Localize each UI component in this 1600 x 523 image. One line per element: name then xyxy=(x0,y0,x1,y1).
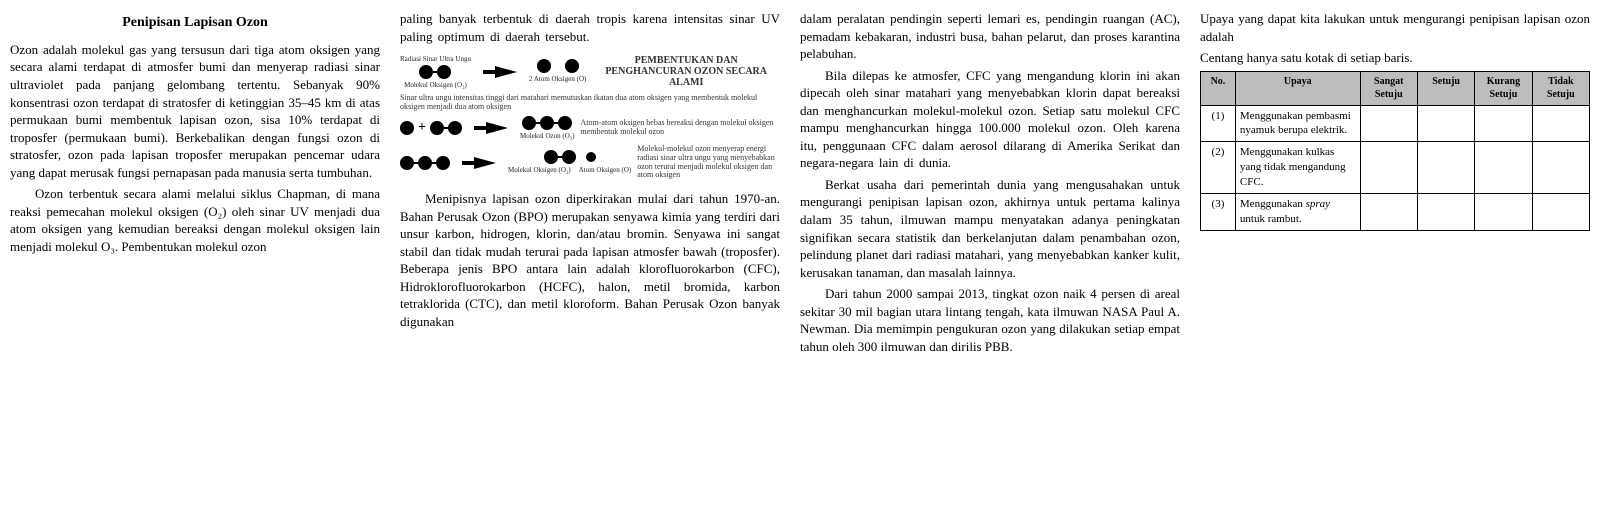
checkbox-cell[interactable] xyxy=(1475,142,1532,194)
col3-para1: dalam peralatan pendingin seperti lemari… xyxy=(800,10,1180,63)
column-2: paling banyak terbentuk di daerah tropis… xyxy=(400,10,780,359)
col1-para1: Ozon adalah molekul gas yang tersusun da… xyxy=(10,41,380,181)
row3-pre: Menggunakan xyxy=(1240,198,1306,210)
uv-label: Radiasi Sinar Ultra Ungu xyxy=(400,55,471,64)
checkbox-cell[interactable] xyxy=(1475,193,1532,230)
o2-label-3: Molekul Oksigen (O₂) xyxy=(508,166,571,175)
article-title: Penipisan Lapisan Ozon xyxy=(10,14,380,33)
th-setuju: Setuju xyxy=(1417,71,1474,105)
column-3: dalam peralatan pendingin seperti lemari… xyxy=(800,10,1180,359)
opinion-table: No. Upaya Sangat Setuju Setuju Kurang Se… xyxy=(1200,71,1590,231)
page-columns: Penipisan Lapisan Ozon Ozon adalah molek… xyxy=(10,10,1590,359)
checkbox-cell[interactable] xyxy=(1360,193,1417,230)
diagram-title: PEMBENTUKAN DAN PENGHANCURAN OZON SECARA… xyxy=(592,55,780,88)
row3-italic: spray xyxy=(1306,198,1330,210)
row2-caption: Atom-atom oksigen bebas bereaksi dengan … xyxy=(581,119,780,137)
checkbox-cell[interactable] xyxy=(1475,105,1532,142)
checkbox-cell[interactable] xyxy=(1417,105,1474,142)
table-row: (3) Menggunakan spray untuk rambut. xyxy=(1201,193,1590,230)
th-no: No. xyxy=(1201,71,1236,105)
col3-para2: Bila dilepas ke atmosfer, CFC yang menga… xyxy=(800,67,1180,172)
checkbox-cell[interactable] xyxy=(1360,142,1417,194)
row-text: Menggunakan kulkas yang tidak mengandung… xyxy=(1235,142,1360,194)
table-header-row: No. Upaya Sangat Setuju Setuju Kurang Se… xyxy=(1201,71,1590,105)
table-row: (2) Menggunakan kulkas yang tidak mengan… xyxy=(1201,142,1590,194)
row-num: (3) xyxy=(1201,193,1236,230)
question-instruction: Centang hanya satu kotak di setiap baris… xyxy=(1200,49,1590,67)
row1-caption: Sinar ultra ungu intensitas tinggi dari … xyxy=(400,94,780,112)
o-label-3: Atom Oksigen (O) xyxy=(579,166,632,175)
arrow-icon xyxy=(474,122,508,134)
checkbox-cell[interactable] xyxy=(1417,142,1474,194)
o2-plus-o: Molekul Oksigen (O₂) Atom Oksigen (O) xyxy=(508,150,631,175)
row-num: (1) xyxy=(1201,105,1236,142)
col3-para3: Berkat usaha dari pemerintah dunia yang … xyxy=(800,176,1180,281)
th-sangat-setuju: Sangat Setuju xyxy=(1360,71,1417,105)
col2-para3: Menipisnya lapisan ozon diperkirakan mul… xyxy=(400,190,780,330)
two-o-atoms: 2 Atom Oksigen (O) xyxy=(529,59,586,84)
row-text: Menggunakan pembasmi nyamuk berupa elekt… xyxy=(1235,105,1360,142)
arrow-icon xyxy=(483,66,517,78)
question-lead: Upaya yang dapat kita lakukan untuk meng… xyxy=(1200,10,1590,45)
checkbox-cell[interactable] xyxy=(1532,142,1589,194)
o3-label: Molekul Ozon (O₃) xyxy=(520,132,575,141)
ozone-cycle-diagram: Radiasi Sinar Ultra Ungu Molekul Oksigen… xyxy=(400,53,780,180)
o2-molecule: Radiasi Sinar Ultra Ungu Molekul Oksigen… xyxy=(400,53,471,90)
o2-label: Molekul Oksigen (O₂) xyxy=(404,81,467,90)
table-row: (1) Menggunakan pembasmi nyamuk berupa e… xyxy=(1201,105,1590,142)
row3-post: untuk rambut. xyxy=(1240,213,1302,225)
th-tidak-setuju: Tidak Setuju xyxy=(1532,71,1589,105)
diagram-row-2: + Molekul Ozon (O₃) Atom-atom oksigen be… xyxy=(400,116,780,141)
checkbox-cell[interactable] xyxy=(1417,193,1474,230)
diagram-caption-1: Sinar ultra ungu intensitas tinggi dari … xyxy=(400,94,780,112)
checkbox-cell[interactable] xyxy=(1532,193,1589,230)
o-plus-o2: + xyxy=(400,119,462,138)
column-4: Upaya yang dapat kita lakukan untuk meng… xyxy=(1200,10,1590,359)
th-upaya: Upaya xyxy=(1235,71,1360,105)
arrow-icon xyxy=(462,157,496,169)
checkbox-cell[interactable] xyxy=(1532,105,1589,142)
checkbox-cell[interactable] xyxy=(1360,105,1417,142)
ozone-molecule: Molekul Ozon (O₃) xyxy=(520,116,575,141)
col2-top: paling banyak terbentuk di daerah tropis… xyxy=(400,10,780,45)
row-text: Menggunakan spray untuk rambut. xyxy=(1235,193,1360,230)
row3-caption: Molekul-molekul ozon menyerap energi rad… xyxy=(637,145,780,180)
column-1: Penipisan Lapisan Ozon Ozon adalah molek… xyxy=(10,10,380,359)
diagram-row-3: Molekul Oksigen (O₂) Atom Oksigen (O) Mo… xyxy=(400,145,780,180)
atom-label: 2 Atom Oksigen (O) xyxy=(529,75,586,84)
diagram-row-1: Radiasi Sinar Ultra Ungu Molekul Oksigen… xyxy=(400,53,780,90)
col3-para4: Dari tahun 2000 sampai 2013, tingkat ozo… xyxy=(800,285,1180,355)
ozone-break xyxy=(400,156,450,170)
th-kurang-setuju: Kurang Setuju xyxy=(1475,71,1532,105)
row-num: (2) xyxy=(1201,142,1236,194)
col1-para2: Ozon terbentuk secara alami melalui sikl… xyxy=(10,185,380,255)
